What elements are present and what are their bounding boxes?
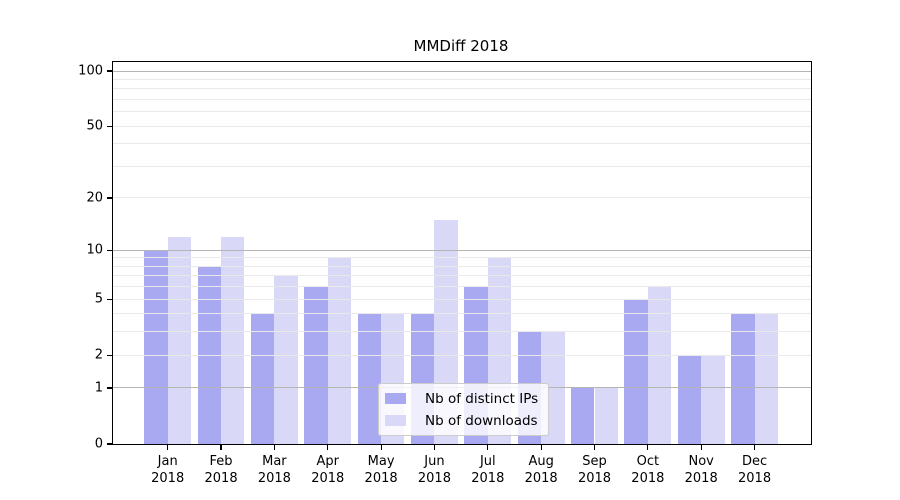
- bar-ips-sep: [571, 387, 595, 444]
- bar-ips-nov: [677, 355, 702, 444]
- x-tick-mark-jun: [433, 445, 436, 450]
- x-tick-label-feb: Feb 2018: [204, 454, 238, 486]
- plot-area: 0 1 2 5 10 20 50 100 Jan 2018 Feb 2018 Mar 2018 Apr…: [78, 61, 812, 487]
- y-tick-mark-20: [107, 197, 112, 199]
- x-tick-label-may: May 2018: [364, 454, 398, 486]
- bar-downloads-oct: [647, 286, 672, 444]
- legend-label-distinct-ips: Nb of distinct IPs: [425, 390, 539, 407]
- bar-ips-dec: [731, 313, 755, 444]
- bar-ips-mar: [251, 313, 275, 444]
- legend-swatch-distinct-ips: [385, 393, 406, 404]
- x-tick-mark-jan: [167, 445, 169, 450]
- x-tick-mark-jul: [487, 445, 489, 450]
- bar-downloads-mar: [274, 275, 298, 444]
- y-tick-label-50: 50: [86, 118, 103, 134]
- x-tick-mark-sep: [593, 445, 596, 450]
- bar-ips-apr: [304, 286, 328, 444]
- y-tick-label-0: 0: [94, 436, 103, 452]
- bar-ips-may: [357, 313, 382, 444]
- x-tick-mark-aug: [540, 445, 542, 450]
- bar-downloads-feb: [221, 236, 245, 444]
- x-tick-mark-nov: [700, 445, 702, 450]
- x-tick-mark-apr: [327, 445, 329, 450]
- bar-ips-oct: [624, 299, 648, 444]
- y-tick-label-1: 1: [94, 380, 103, 396]
- x-tick-mark-feb: [220, 445, 222, 450]
- y-tick-mark-5: [107, 298, 112, 300]
- y-tick-mark-100: [107, 70, 112, 72]
- y-tick-mark-50: [107, 125, 112, 127]
- x-tick-mark-mar: [273, 445, 275, 450]
- bar-downloads-sep: [594, 387, 618, 444]
- x-tick-label-jan: Jan 2018: [151, 454, 185, 486]
- x-tick-label-nov: Nov 2018: [684, 454, 718, 486]
- legend: Nb of distinct IPs Nb of downloads: [378, 383, 550, 436]
- bar-downloads-jan: [167, 236, 192, 444]
- legend-row-downloads: Nb of downloads: [385, 411, 538, 430]
- y-tick-label-2: 2: [94, 347, 103, 363]
- x-tick-label-mar: Mar 2018: [257, 454, 291, 486]
- x-tick-mark-may: [380, 445, 382, 450]
- x-tick-mark-dec: [753, 445, 756, 450]
- legend-label-downloads: Nb of downloads: [425, 412, 538, 429]
- y-tick-mark-0: [107, 443, 112, 445]
- y-tick-mark-1: [107, 387, 112, 389]
- bar-downloads-nov: [701, 355, 725, 444]
- x-tick-label-apr: Apr 2018: [311, 454, 345, 486]
- x-tick-label-jul: Jul 2018: [471, 454, 505, 486]
- legend-swatch-downloads: [385, 415, 406, 426]
- legend-row-distinct-ips: Nb of distinct IPs: [385, 389, 538, 408]
- bar-downloads-apr: [327, 257, 352, 444]
- bar-downloads-dec: [754, 313, 778, 444]
- x-tick-label-aug: Aug 2018: [524, 454, 558, 486]
- x-tick-label-sep: Sep 2018: [577, 454, 612, 486]
- y-tick-mark-2: [107, 354, 112, 356]
- y-tick-label-100: 100: [78, 63, 103, 79]
- x-tick-mark-oct: [647, 445, 649, 450]
- axis-layer: 0 1 2 5 10 20 50 100 Jan 2018 Feb 2018 Mar 2018 Apr…: [78, 62, 811, 487]
- x-tick-label-dec: Dec 2018: [738, 454, 772, 486]
- x-tick-label-oct: Oct 2018: [631, 454, 665, 486]
- bar-ips-jan: [144, 250, 168, 444]
- x-tick-label-jun: Jun 2018: [417, 454, 451, 486]
- y-tick-mark-10: [107, 249, 112, 251]
- chart-title: MMDiff 2018: [413, 37, 509, 55]
- y-tick-label-20: 20: [86, 190, 103, 206]
- y-tick-label-10: 10: [86, 242, 103, 258]
- y-tick-label-5: 5: [94, 291, 103, 307]
